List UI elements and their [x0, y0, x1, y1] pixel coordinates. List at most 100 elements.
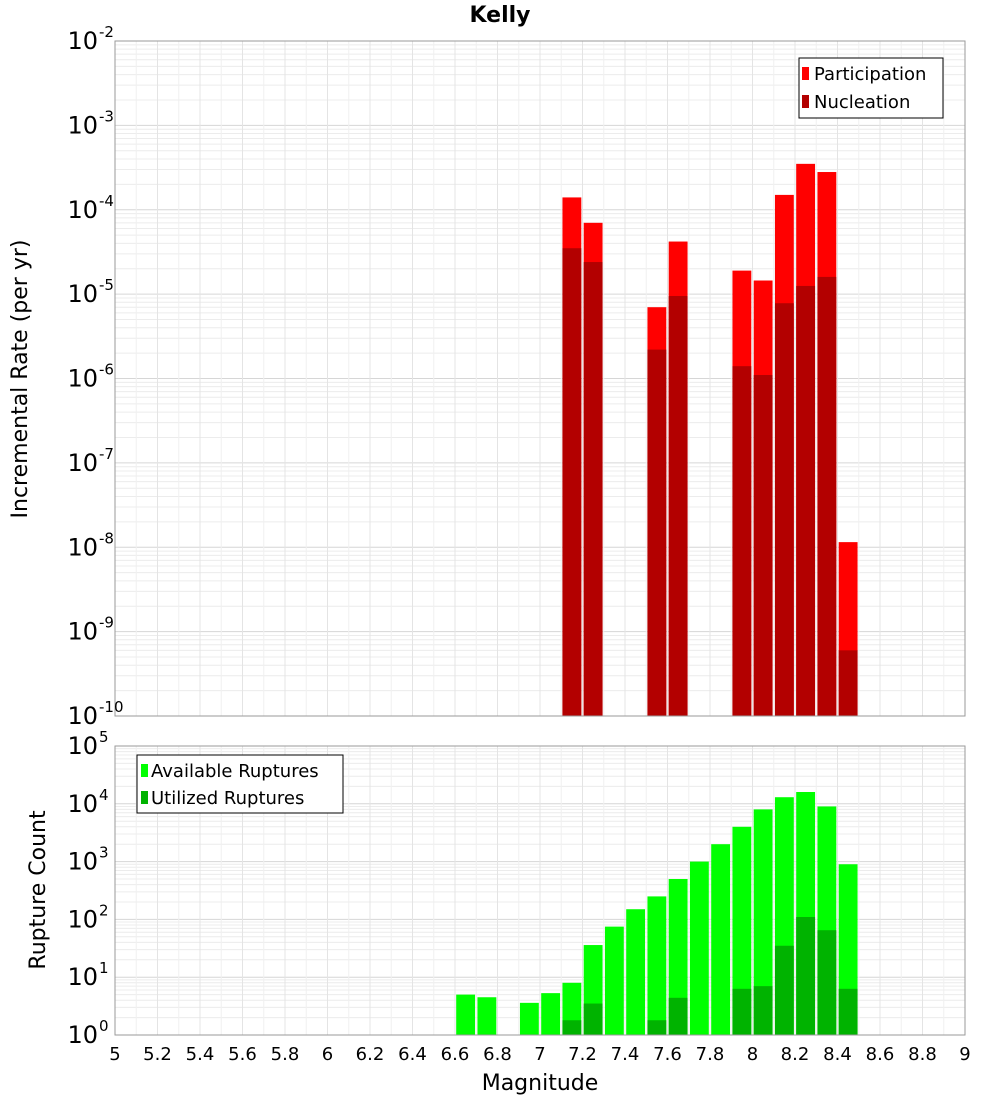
count-plot-frame [114, 745, 966, 1036]
count-bar-available-ruptures [456, 994, 476, 1035]
x-tick-label: 5.4 [186, 1044, 215, 1065]
count-bar-utilized-ruptures [583, 1003, 603, 1035]
x-tick-label: 7 [534, 1044, 545, 1065]
count-y-tick-label: 10 [67, 790, 98, 818]
x-tick-label: 7.6 [653, 1044, 682, 1065]
count-y-tick-exponent: 3 [99, 844, 109, 862]
count-bar-available-ruptures [604, 926, 624, 1035]
x-tick-label: 6.8 [483, 1044, 512, 1065]
rate-bar-nucleation [583, 262, 603, 716]
rate-bar-nucleation [668, 296, 688, 716]
rate-bar-nucleation [562, 248, 582, 717]
count-bar-available-ruptures [732, 826, 752, 1035]
x-axis: 5 5.2 5.4 5.6 5.8 6 6.2 6.4 6.6 6.8 7 7.2 7.4 7.6 7.8 8… [109, 1044, 970, 1065]
count-bar-available-ruptures [668, 878, 688, 1035]
x-tick-label: 6 [322, 1044, 333, 1065]
x-tick-label: 8.2 [781, 1044, 810, 1065]
rate-y-tick-exponent: -10 [99, 698, 124, 716]
count-bar-utilized-ruptures [647, 1020, 667, 1035]
x-tick-label: 7.2 [568, 1044, 597, 1065]
rate-plot-frame [114, 40, 966, 717]
count-legend: Available Ruptures Utilized Ruptures [136, 754, 344, 814]
count-y-tick-label: 10 [67, 963, 98, 991]
count-bar-utilized-ruptures [562, 1020, 582, 1035]
count-y-tick-exponent: 5 [99, 728, 109, 746]
legend-swatch-participation [802, 67, 809, 80]
count-legend-box [136, 754, 344, 814]
count-bar-utilized-ruptures [774, 945, 794, 1035]
count-y-axis-label: Rupture Count [26, 810, 51, 970]
count-y-tick-exponent: 4 [99, 786, 109, 804]
rate-y-tick-exponent: -4 [99, 192, 114, 210]
count-y-tick-exponent: 2 [99, 901, 109, 919]
x-tick-label: 9 [959, 1044, 970, 1065]
count-bar-utilized-ruptures [732, 988, 752, 1035]
rate-y-tick-exponent: -8 [99, 529, 114, 547]
x-tick-label: 8.8 [908, 1044, 937, 1065]
rate-legend-box [798, 57, 944, 119]
x-tick-label: 5.2 [143, 1044, 172, 1065]
legend-swatch-available [141, 764, 148, 777]
rate-bar-nucleation [774, 303, 794, 716]
legend-label-nucleation: Nucleation [814, 92, 910, 113]
x-tick-label: 8.4 [823, 1044, 852, 1065]
x-tick-label: 6.4 [398, 1044, 427, 1065]
legend-label-available: Available Ruptures [151, 761, 319, 782]
count-y-tick-exponent: 0 [99, 1017, 109, 1035]
count-bar-available-ruptures [689, 861, 709, 1035]
count-bar-utilized-ruptures [817, 930, 837, 1035]
rate-y-tick-exponent: -9 [99, 614, 114, 632]
rate-bar-nucleation [796, 285, 816, 716]
rate-y-tick-exponent: -5 [99, 276, 114, 294]
rate-y-tick-label: 10 [67, 280, 98, 308]
rate-bar-nucleation [732, 366, 752, 716]
legend-swatch-nucleation [802, 95, 809, 108]
rate-y-tick-label: 10 [67, 449, 98, 477]
legend-label-utilized: Utilized Ruptures [151, 788, 304, 809]
count-y-tick-label: 10 [67, 848, 98, 876]
rate-bar-nucleation [838, 650, 858, 716]
count-bar-available-ruptures [541, 993, 561, 1035]
count-bar-utilized-ruptures [796, 917, 816, 1035]
x-tick-label: 5 [109, 1044, 120, 1065]
count-bar-utilized-ruptures [753, 986, 773, 1035]
count-y-tick-label: 10 [67, 732, 98, 760]
x-tick-label: 5.8 [271, 1044, 300, 1065]
rate-grid [114, 41, 966, 717]
rate-y-tick-label: 10 [67, 27, 98, 55]
rate-y-tick-label: 10 [67, 533, 98, 561]
rate-legend: Participation Nucleation [798, 57, 944, 119]
rate-bars [562, 163, 858, 717]
rate-y-tick-label: 10 [67, 702, 98, 730]
rate-bar-nucleation [817, 276, 837, 716]
count-bar-available-ruptures [519, 1002, 539, 1035]
count-bar-available-ruptures [647, 896, 667, 1035]
rate-y-tick-label: 10 [67, 365, 98, 393]
count-bar-available-ruptures [626, 909, 646, 1035]
rate-y-tick-label: 10 [67, 196, 98, 224]
x-tick-label: 8 [747, 1044, 758, 1065]
chart-title: Kelly [469, 3, 530, 28]
rate-y-tick-exponent: -6 [99, 361, 114, 379]
count-y-tick-exponent: 1 [99, 959, 109, 977]
count-bar-utilized-ruptures [838, 988, 858, 1035]
rate-y-tick-exponent: -3 [99, 107, 114, 125]
count-bar-available-ruptures [711, 844, 731, 1035]
rate-bar-nucleation [753, 375, 773, 716]
count-bar-utilized-ruptures [668, 997, 688, 1035]
count-bar-available-ruptures [477, 997, 497, 1035]
rate-bar-nucleation [647, 349, 667, 716]
x-tick-label: 8.6 [866, 1044, 895, 1065]
x-tick-label: 7.4 [611, 1044, 640, 1065]
rate-y-axis-label: Incremental Rate (per yr) [8, 240, 33, 519]
x-tick-label: 6.2 [356, 1044, 385, 1065]
legend-label-participation: Participation [814, 64, 926, 85]
count-y-tick-label: 10 [67, 905, 98, 933]
count-y-tick-label: 10 [67, 1021, 98, 1049]
count-bar-available-ruptures [753, 809, 773, 1035]
